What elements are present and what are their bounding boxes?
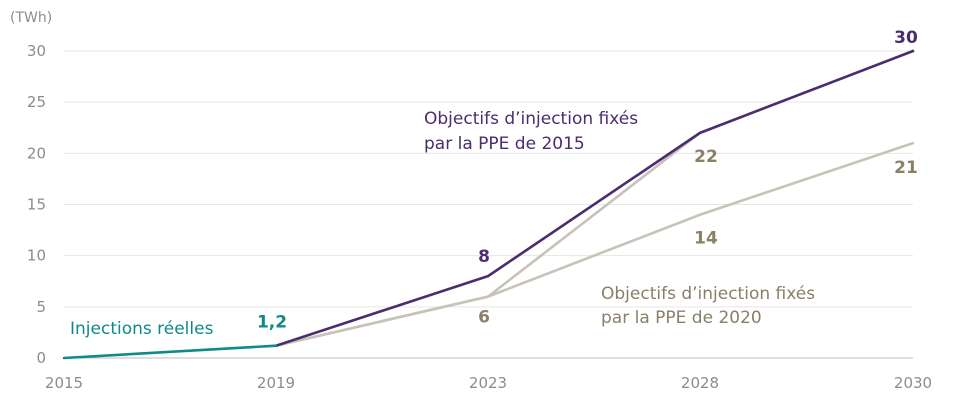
y-tick-label: 30 — [27, 42, 46, 60]
x-axis: 2015 2019 2023 2028 2030 — [45, 374, 932, 392]
series-line-ppe2015 — [274, 49, 915, 348]
annotation-ppe2020-line2: par la PPE de 2020 — [601, 308, 762, 328]
x-tick-label: 2028 — [681, 374, 719, 392]
data-label: 1,2 — [257, 313, 287, 333]
data-label: 8 — [478, 247, 490, 267]
x-tick-label: 2019 — [257, 374, 295, 392]
series-lines — [62, 49, 915, 360]
data-label: 30 — [894, 28, 918, 48]
data-label: 14 — [694, 229, 718, 249]
data-labels: 1,2 8 30 6 22 14 21 — [257, 28, 918, 333]
y-tick-label: 25 — [27, 93, 46, 111]
annotation-ppe2020-line1: Objectifs d’injection fixés — [601, 284, 815, 304]
series-line-ppe2020-high — [274, 49, 915, 348]
y-tick-label: 15 — [27, 196, 46, 214]
y-axis: 0 5 10 15 20 25 30 — [27, 42, 913, 367]
annotation-reelles: Injections réelles — [70, 319, 214, 339]
gridlines — [64, 50, 913, 308]
x-tick-label: 2015 — [45, 374, 83, 392]
x-tick-label: 2030 — [894, 374, 932, 392]
data-label: 21 — [894, 158, 918, 178]
y-tick-label: 5 — [36, 298, 46, 316]
unit-label: (TWh) — [10, 10, 52, 26]
x-tick-label: 2023 — [469, 374, 507, 392]
y-tick-label: 20 — [27, 144, 46, 162]
data-label: 6 — [478, 308, 490, 328]
annotation-ppe2015-line2: par la PPE de 2015 — [424, 134, 585, 154]
data-label: 22 — [694, 147, 718, 167]
annotation-ppe2015-line1: Objectifs d’injection fixés — [424, 109, 638, 129]
series-annotations: Injections réelles Objectifs d’injection… — [70, 109, 815, 339]
series-line-injections-reelles — [62, 344, 278, 360]
y-tick-label: 0 — [36, 349, 46, 367]
y-tick-label: 10 — [27, 247, 46, 265]
